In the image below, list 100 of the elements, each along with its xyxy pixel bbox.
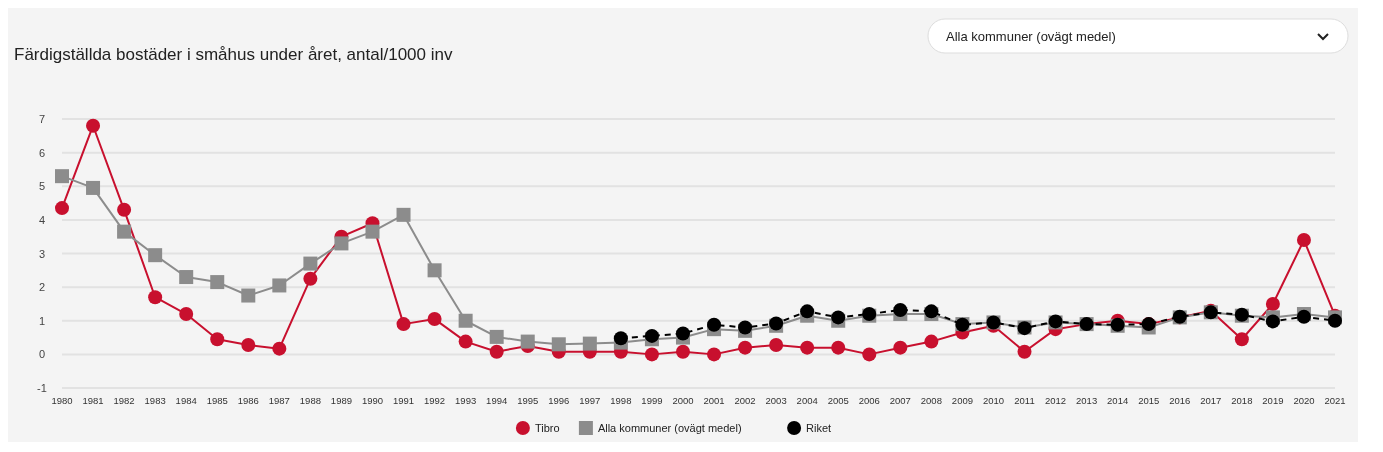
x-tick-label: 2016: [1169, 395, 1191, 406]
point: [1265, 314, 1280, 329]
y-tick-label: 7: [38, 113, 46, 125]
x-tick-label: 1987: [268, 395, 290, 406]
x-tick-label: 2005: [827, 395, 849, 406]
point: [86, 180, 101, 195]
x-tick-label: 1991: [392, 395, 415, 406]
x-tick-label: 1990: [361, 395, 384, 406]
x-tick-label: 2003: [765, 395, 787, 406]
point: [582, 336, 597, 351]
point: [862, 347, 877, 362]
x-tick-label: 2010: [982, 395, 1005, 406]
point: [427, 263, 442, 278]
point: [675, 344, 690, 359]
x-tick-label: 2012: [1044, 395, 1067, 406]
point: [272, 278, 287, 293]
point: [675, 326, 690, 341]
point: [644, 347, 659, 362]
point: [396, 207, 411, 222]
legend-label: Tibro: [534, 422, 560, 434]
point: [458, 334, 473, 349]
y-tick-label: 1: [38, 314, 46, 327]
x-tick-label: 1985: [206, 395, 228, 406]
point: [551, 337, 566, 352]
x-tick-label: 1983: [144, 395, 166, 406]
y-tick-label: 6: [38, 146, 46, 159]
point: [893, 302, 908, 317]
x-tick-label: 2001: [703, 395, 725, 406]
y-tick-label: 0: [38, 348, 46, 361]
x-tick-label: 2008: [920, 395, 942, 406]
x-tick-label: 1993: [455, 395, 477, 406]
point: [800, 304, 815, 319]
x-tick-label: 1986: [237, 395, 259, 406]
point: [148, 248, 163, 263]
point: [334, 236, 349, 251]
x-tick-label: 1981: [82, 395, 104, 406]
point: [303, 256, 318, 271]
x-tick-label: 2009: [951, 395, 973, 406]
point: [179, 270, 194, 285]
point: [644, 328, 659, 343]
point: [117, 224, 132, 239]
point: [800, 340, 815, 355]
x-tick-label: 2002: [734, 395, 756, 406]
point: [210, 332, 225, 347]
point: [427, 312, 442, 327]
point: [396, 317, 411, 332]
chart-title: Färdigställda bostäder i småhus under året, antal/1000 inv: [14, 45, 453, 64]
y-tick-label: 3: [38, 247, 46, 260]
point: [738, 340, 753, 355]
point: [241, 288, 256, 303]
x-tick-label: 1982: [113, 395, 135, 406]
point: [1265, 296, 1280, 311]
point: [520, 334, 535, 349]
point: [148, 290, 163, 305]
x-tick-label: 1994: [486, 395, 508, 406]
x-tick-label: 2021: [1324, 395, 1346, 406]
point: [831, 340, 846, 355]
x-tick-label: 2013: [1076, 395, 1098, 406]
x-tick-label: 1988: [299, 395, 321, 406]
point: [365, 224, 380, 239]
x-tick-label: 1984: [175, 395, 197, 406]
x-tick-label: 2018: [1231, 395, 1253, 406]
point: [458, 313, 473, 328]
x-tick-label: 2014: [1107, 395, 1129, 406]
point: [707, 317, 722, 332]
point: [893, 340, 908, 355]
point: [707, 347, 722, 362]
point: [924, 334, 939, 349]
legend-label: Riket: [806, 422, 832, 434]
point: [55, 169, 69, 184]
point: [303, 271, 318, 286]
point: [117, 202, 132, 217]
point: [210, 275, 225, 290]
point: [1234, 332, 1249, 347]
x-tick-label: 2019: [1262, 395, 1284, 406]
x-tick-label: 2011: [1014, 395, 1035, 406]
point: [489, 344, 504, 359]
x-tick-label: 1980: [51, 395, 73, 406]
y-tick-label: 2: [38, 281, 46, 294]
x-tick-label: 1995: [517, 395, 539, 406]
point: [1296, 233, 1311, 248]
point: [272, 341, 287, 356]
dropdown-field: Alla kommuner (ovägt medel): [927, 18, 1349, 54]
y-tick-label: 5: [38, 180, 46, 193]
x-tick-label: 2007: [889, 395, 911, 406]
y-tick-label: -1: [37, 382, 47, 394]
legend-label: Alla kommuner (ovägt medel): [597, 422, 742, 434]
x-tick-label: 1989: [330, 395, 353, 406]
point: [179, 307, 194, 322]
point: [489, 329, 504, 344]
point: [613, 331, 628, 346]
point: [241, 337, 256, 352]
point: [769, 337, 784, 352]
point: [55, 201, 69, 216]
x-tick-label: 2015: [1138, 395, 1160, 406]
point: [86, 118, 101, 133]
point: [1017, 344, 1032, 359]
x-tick-label: 2017: [1200, 395, 1222, 406]
x-tick-label: 1999: [641, 395, 663, 406]
x-tick-label: 2000: [672, 395, 694, 406]
